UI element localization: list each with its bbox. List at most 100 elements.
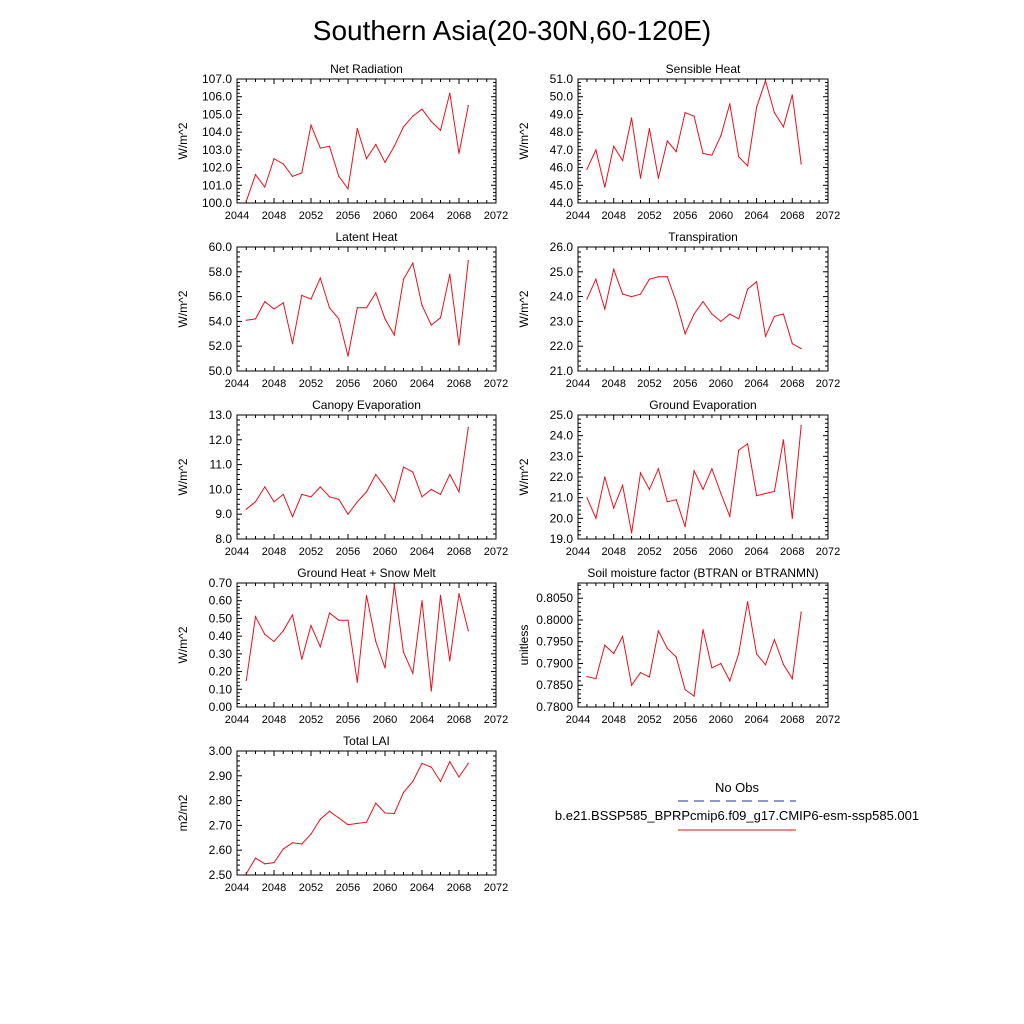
data-point (254, 174, 257, 176)
y-tick-label: 51.0 (550, 72, 574, 86)
data-point (800, 424, 802, 426)
data-point (282, 630, 284, 632)
data-point (639, 472, 642, 474)
y-tick-label: 23.0 (550, 314, 574, 328)
x-tick-label: 2064 (410, 378, 434, 390)
data-point (338, 175, 340, 178)
data-point (356, 128, 358, 130)
data-point (310, 624, 312, 627)
data-point (747, 443, 749, 445)
series-line (586, 79, 802, 188)
data-point (613, 268, 615, 270)
data-point (458, 776, 460, 778)
panel-2: Sensible Heat W/m^2 2044 2048 2052 2056 2060 20… (517, 62, 840, 222)
data-point (449, 473, 451, 476)
y-tick-label: 101.0 (202, 178, 232, 192)
x-tick-label: 2048 (262, 546, 286, 558)
data-point (319, 147, 321, 149)
data-point (791, 343, 793, 345)
data-point (791, 517, 793, 519)
data-point (782, 126, 784, 128)
y-tick-label: 48.0 (550, 125, 574, 139)
data-point (282, 848, 284, 850)
data-point (375, 143, 377, 146)
data-point (666, 276, 668, 278)
plot-frame (236, 750, 497, 876)
data-point (430, 324, 432, 326)
x-tick-label: 2044 (566, 378, 590, 390)
x-tick-label: 2072 (816, 546, 840, 558)
data-point (402, 651, 405, 653)
data-point (800, 163, 802, 165)
x-tick-label: 2064 (744, 714, 768, 726)
series-line (586, 267, 802, 350)
data-point (402, 126, 405, 128)
data-point (586, 497, 588, 499)
data-point (393, 145, 395, 147)
data-point (264, 300, 266, 303)
panel-7: Ground Heat + Snow Melt W/m^2 2044 2048 2052… (176, 566, 508, 726)
y-tick-label: 11.0 (210, 458, 233, 472)
y-tick-label: 0.8000 (536, 613, 573, 627)
data-point (421, 496, 423, 498)
data-point (356, 822, 358, 825)
y-axis-label: W/m^2 (176, 122, 190, 159)
data-point (702, 300, 704, 303)
data-point (729, 680, 731, 682)
data-point (773, 638, 776, 641)
data-point (613, 507, 615, 509)
data-point (675, 151, 677, 153)
y-tick-label: 8.0 (215, 532, 232, 546)
x-tick-label: 2068 (447, 210, 471, 222)
series-line (586, 601, 802, 697)
data-point (402, 466, 405, 468)
data-point (375, 802, 377, 804)
data-point (791, 94, 793, 96)
data-point (595, 517, 597, 519)
data-point (393, 812, 395, 815)
data-point (365, 491, 368, 493)
data-point (675, 499, 677, 501)
y-tick-label: 56.0 (209, 290, 233, 304)
y-tick-label: 46.0 (550, 161, 574, 175)
data-point (747, 601, 749, 603)
data-point (412, 115, 414, 117)
data-point (693, 695, 695, 697)
data-point (729, 103, 731, 105)
data-point (264, 186, 266, 188)
y-tick-label: 22.0 (550, 339, 574, 353)
data-point (693, 313, 695, 315)
data-point (291, 842, 294, 844)
data-point (782, 663, 784, 665)
x-tick-label: 2064 (410, 546, 434, 558)
y-tick-label: 49.0 (550, 107, 574, 121)
x-tick-label: 2052 (637, 378, 661, 390)
data-point (319, 277, 321, 279)
data-point (384, 667, 386, 669)
x-tick-label: 2052 (637, 210, 661, 222)
data-point (356, 681, 358, 683)
x-tick-label: 2060 (373, 378, 397, 390)
y-axis-label: unitless (517, 625, 531, 666)
y-tick-label: 25.0 (550, 265, 574, 279)
data-point (720, 662, 722, 665)
x-tick-label: 2052 (299, 546, 323, 558)
panel-1: Net Radiation W/m^2 2044 2048 2052 2056 2060 20… (176, 62, 508, 222)
x-tick-label: 2068 (780, 546, 804, 558)
data-point (684, 688, 686, 691)
data-point (347, 513, 349, 515)
series-line (245, 427, 469, 519)
x-tick-label: 2064 (744, 210, 768, 222)
y-tick-label: 0.7850 (536, 678, 573, 692)
data-point (245, 679, 247, 682)
data-point (622, 159, 624, 162)
y-tick-label: 22.0 (550, 470, 574, 484)
x-tick-label: 2072 (484, 714, 508, 726)
x-tick-label: 2048 (262, 714, 286, 726)
data-point (264, 486, 266, 488)
x-tick-label: 2072 (816, 378, 840, 390)
y-tick-label: 45.0 (550, 178, 574, 192)
data-point (328, 145, 331, 147)
y-tick-label: 54.0 (209, 314, 233, 328)
